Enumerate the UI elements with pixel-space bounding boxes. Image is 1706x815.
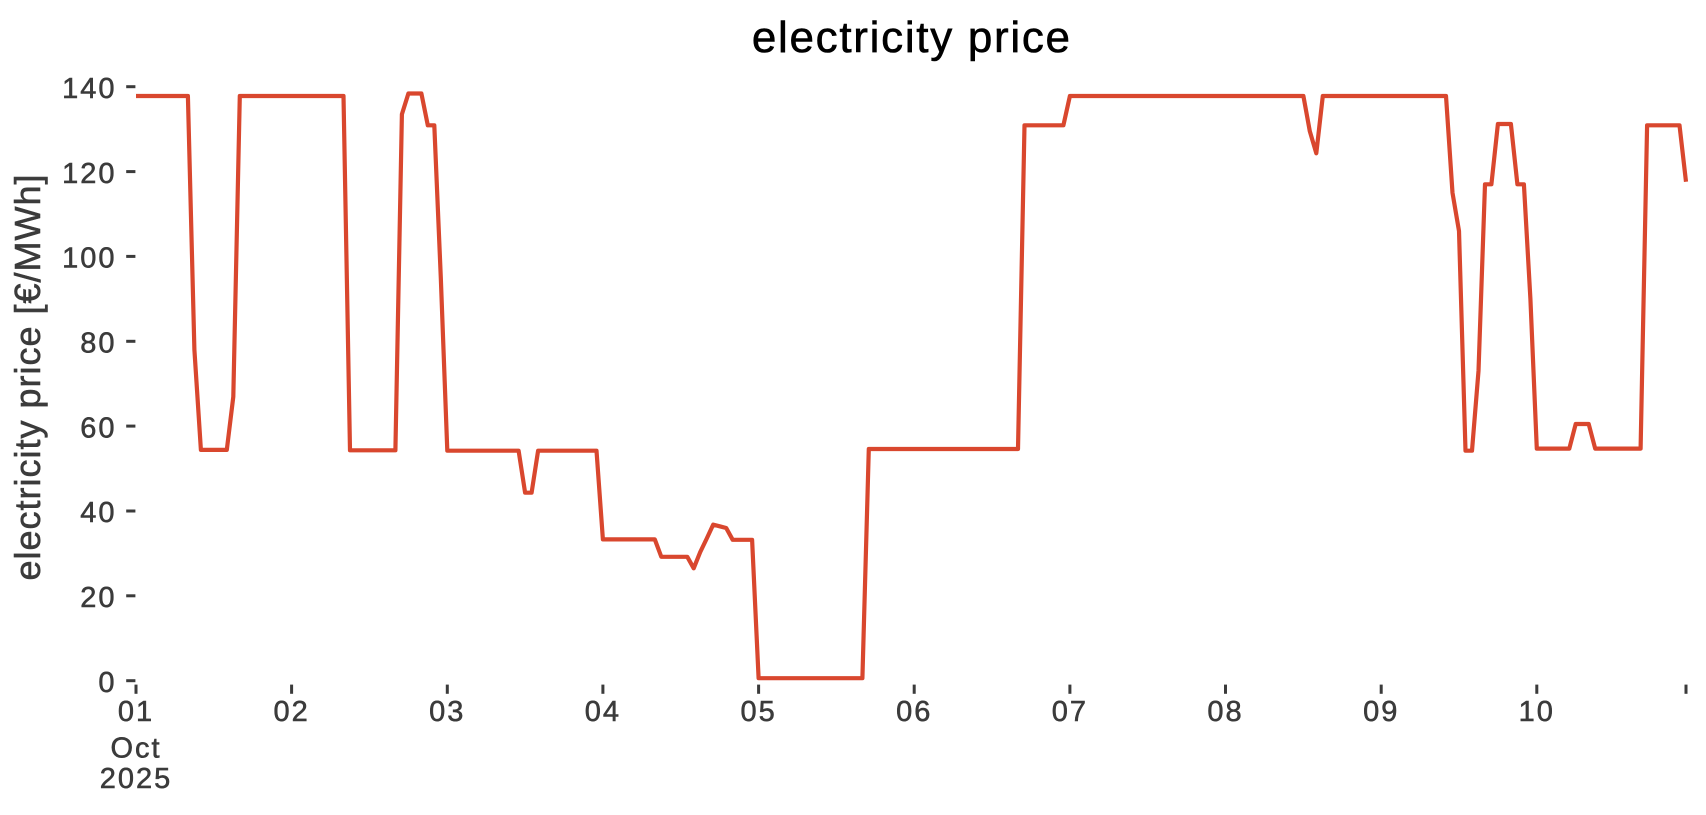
svg-text:06: 06 [896,696,932,728]
svg-text:09: 09 [1363,696,1399,728]
svg-text:01: 01 [118,696,154,728]
svg-text:Oct: Oct [110,732,161,764]
svg-text:2025: 2025 [100,763,173,795]
svg-text:80: 80 [80,328,116,360]
svg-text:03: 03 [429,696,465,728]
svg-text:08: 08 [1207,696,1243,728]
svg-text:07: 07 [1052,696,1088,728]
svg-text:02: 02 [273,696,309,728]
svg-text:20: 20 [80,582,116,614]
svg-text:40: 40 [80,497,116,529]
svg-text:140: 140 [62,73,116,105]
svg-text:60: 60 [80,412,116,444]
svg-text:05: 05 [740,696,776,728]
svg-text:electricity price: electricity price [752,13,1072,62]
svg-text:electricity price [€/MWh]: electricity price [€/MWh] [7,173,48,580]
svg-text:04: 04 [585,696,621,728]
svg-text:10: 10 [1519,696,1555,728]
svg-text:120: 120 [62,158,116,190]
svg-text:0: 0 [98,667,116,699]
svg-text:100: 100 [62,243,116,275]
